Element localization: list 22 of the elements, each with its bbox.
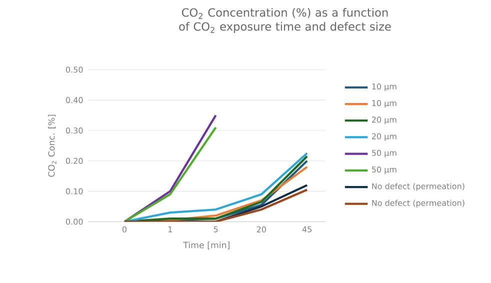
- legend-label: No defect (permeation): [372, 200, 464, 208]
- legend-label: 20 µm: [372, 133, 396, 141]
- y-tick-label: 0.20: [66, 158, 83, 164]
- x-tick-label: 20: [256, 226, 266, 232]
- legend-label: 10 µm: [372, 100, 396, 108]
- x-tick-label: 0: [122, 226, 127, 232]
- x-tick-label: 5: [214, 226, 218, 232]
- legend-label: 50 µm: [372, 150, 396, 158]
- y-axis-title: CO$_{2}$ Conc. [%]: [48, 114, 56, 177]
- x-tick-label: 1: [168, 226, 172, 232]
- y-tick-label: 0.10: [66, 188, 83, 194]
- x-tick-label: 45: [302, 226, 312, 232]
- y-tick-label: 0.00: [66, 218, 83, 225]
- legend-label: 10 µm: [372, 83, 396, 92]
- legend-label: 20 µm: [372, 116, 396, 124]
- legend-label: No defect (permeation): [372, 183, 464, 191]
- legend-label: 50 µm: [372, 166, 396, 174]
- y-tick-label: 0.40: [66, 97, 83, 104]
- chart-title: CO$_{2}$ Concentration (%) as a function of CO$_{2}$ exposure time and defect size: [179, 8, 391, 33]
- y-tick-label: 0.50: [66, 66, 83, 73]
- x-axis-title: Time [min]: [183, 242, 230, 250]
- y-tick-label: 0.30: [66, 127, 83, 134]
